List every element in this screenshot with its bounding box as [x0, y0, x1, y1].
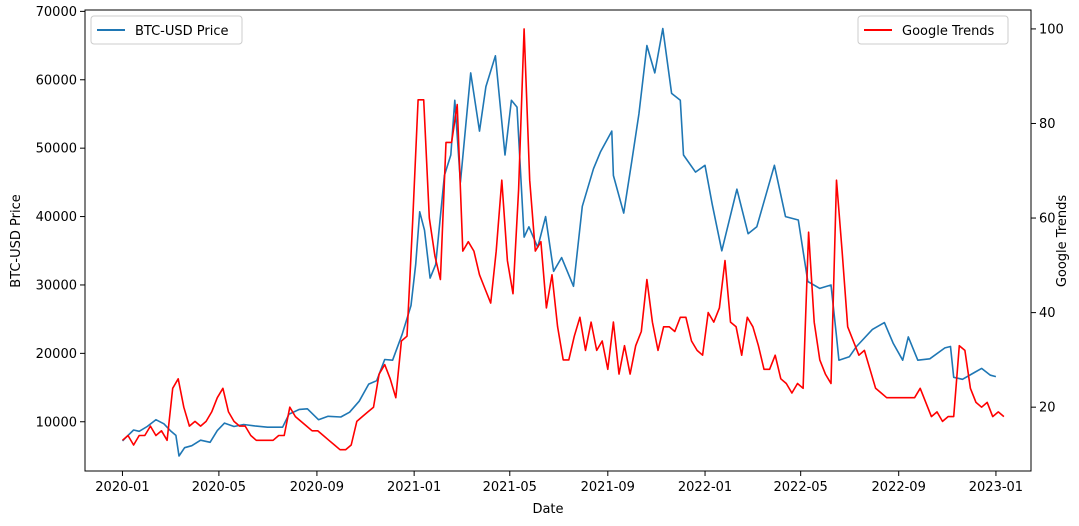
y-left-tick-label: 50000 [36, 142, 77, 157]
y-left-tick-label: 70000 [36, 5, 77, 20]
x-tick-label: 2021-01 [387, 480, 441, 495]
google-trends-line [121, 28, 1005, 451]
legend-right-box [857, 15, 1009, 45]
y-right-tick-label: 40 [1039, 306, 1056, 321]
y-left-tick-label: 20000 [36, 347, 77, 362]
y-right-tick-label: 60 [1039, 212, 1056, 227]
legend-right: Google Trends [857, 15, 1009, 45]
x-tick-label: 2022-01 [678, 480, 732, 495]
y-axis-right-title: Google Trends [1055, 195, 1070, 288]
legend-left: BTC-USD Price [90, 15, 243, 45]
plot-frame [84, 9, 1032, 472]
x-tick-label: 2020-05 [192, 480, 246, 495]
y-right-tick-label: 20 [1039, 401, 1056, 416]
y-right-tick-label: 100 [1039, 22, 1064, 37]
x-tick-label: 2020-09 [290, 480, 344, 495]
x-tick-label: 2023-01 [969, 480, 1023, 495]
x-tick-label: 2022-09 [872, 480, 926, 495]
btc-price-line [121, 27, 997, 457]
y-left-tick-label: 30000 [36, 278, 77, 293]
x-tick-label: 2021-05 [483, 480, 537, 495]
legend-trends-label: Google Trends [902, 24, 995, 39]
x-axis-title: Date [532, 502, 563, 517]
legend-btc-label: BTC-USD Price [135, 24, 229, 39]
y-axis-left-title: BTC-USD Price [9, 194, 24, 288]
axes-layer: 2020-01 2020-05 2020-09 2021-01 2021-05 2021-… [36, 5, 1064, 495]
legend-left-box [90, 15, 243, 45]
x-tick-label: 2020-01 [95, 480, 149, 495]
x-tick-label: 2022-05 [774, 480, 828, 495]
y-right-tick-label: 80 [1039, 117, 1056, 132]
series-layer [121, 27, 1005, 457]
y-left-tick-label: 60000 [36, 73, 77, 88]
y-left-tick-label: 40000 [36, 210, 77, 225]
x-tick-label: 2021-09 [581, 480, 635, 495]
y-left-tick-label: 10000 [36, 415, 77, 430]
